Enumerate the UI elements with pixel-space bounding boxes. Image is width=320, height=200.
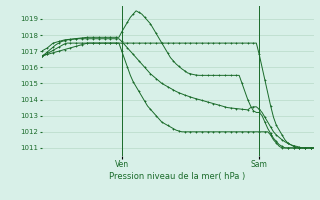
X-axis label: Pression niveau de la mer( hPa ): Pression niveau de la mer( hPa )	[109, 172, 246, 181]
